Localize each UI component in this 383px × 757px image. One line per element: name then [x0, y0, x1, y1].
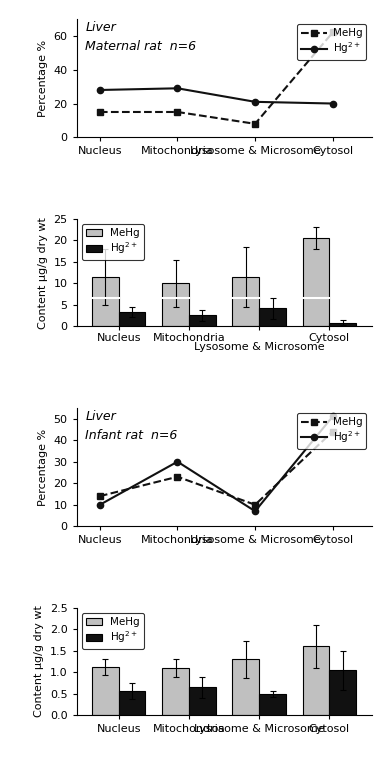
MeHg	[98, 491, 102, 500]
Bar	[162, 283, 189, 326]
MeHg	[331, 28, 335, 37]
MeHg	[175, 472, 180, 481]
Y-axis label: Percentage %: Percentage %	[38, 428, 48, 506]
Bar	[232, 659, 259, 715]
Bar	[119, 312, 146, 326]
Line: Hg$^{2+}$: Hg$^{2+}$	[97, 413, 336, 514]
Hg$^{2+}$	[175, 457, 180, 466]
Hg$^{2+}$	[331, 99, 335, 108]
Bar	[329, 670, 356, 715]
Text: Liver: Liver	[85, 21, 116, 34]
Legend: MeHg, Hg$^{2+}$: MeHg, Hg$^{2+}$	[297, 413, 366, 449]
Y-axis label: Content μg/g dry wt: Content μg/g dry wt	[34, 606, 44, 718]
Hg$^{2+}$	[98, 86, 102, 95]
Bar	[189, 687, 216, 715]
Bar	[259, 308, 286, 326]
Legend: MeHg, Hg$^{2+}$: MeHg, Hg$^{2+}$	[82, 613, 144, 649]
MeHg	[98, 107, 102, 117]
Hg$^{2+}$	[253, 506, 257, 516]
Y-axis label: Percentage %: Percentage %	[38, 39, 48, 117]
Bar	[303, 238, 329, 326]
Bar	[189, 315, 216, 326]
Text: Maternal rat  n=6: Maternal rat n=6	[85, 40, 196, 53]
Bar	[92, 277, 119, 326]
Legend: MeHg, Hg$^{2+}$: MeHg, Hg$^{2+}$	[82, 224, 144, 260]
Hg$^{2+}$	[331, 412, 335, 421]
Text: Liver: Liver	[85, 410, 116, 423]
Line: Hg$^{2+}$: Hg$^{2+}$	[97, 86, 336, 107]
MeHg	[175, 107, 180, 117]
Bar	[259, 694, 286, 715]
MeHg	[253, 500, 257, 509]
Y-axis label: Content μg/g dry wt: Content μg/g dry wt	[38, 217, 48, 329]
Bar	[232, 277, 259, 326]
Bar	[119, 691, 146, 715]
Line: MeHg: MeHg	[97, 428, 336, 508]
Bar	[303, 646, 329, 715]
Text: Infant rat  n=6: Infant rat n=6	[85, 429, 178, 442]
Line: MeHg: MeHg	[97, 30, 336, 127]
Bar	[92, 667, 119, 715]
Hg$^{2+}$	[253, 98, 257, 107]
Bar	[329, 322, 356, 326]
Hg$^{2+}$	[98, 500, 102, 509]
MeHg	[253, 120, 257, 129]
MeHg	[331, 427, 335, 436]
Legend: MeHg, Hg$^{2+}$: MeHg, Hg$^{2+}$	[297, 24, 366, 61]
Hg$^{2+}$	[175, 84, 180, 93]
Bar	[162, 668, 189, 715]
